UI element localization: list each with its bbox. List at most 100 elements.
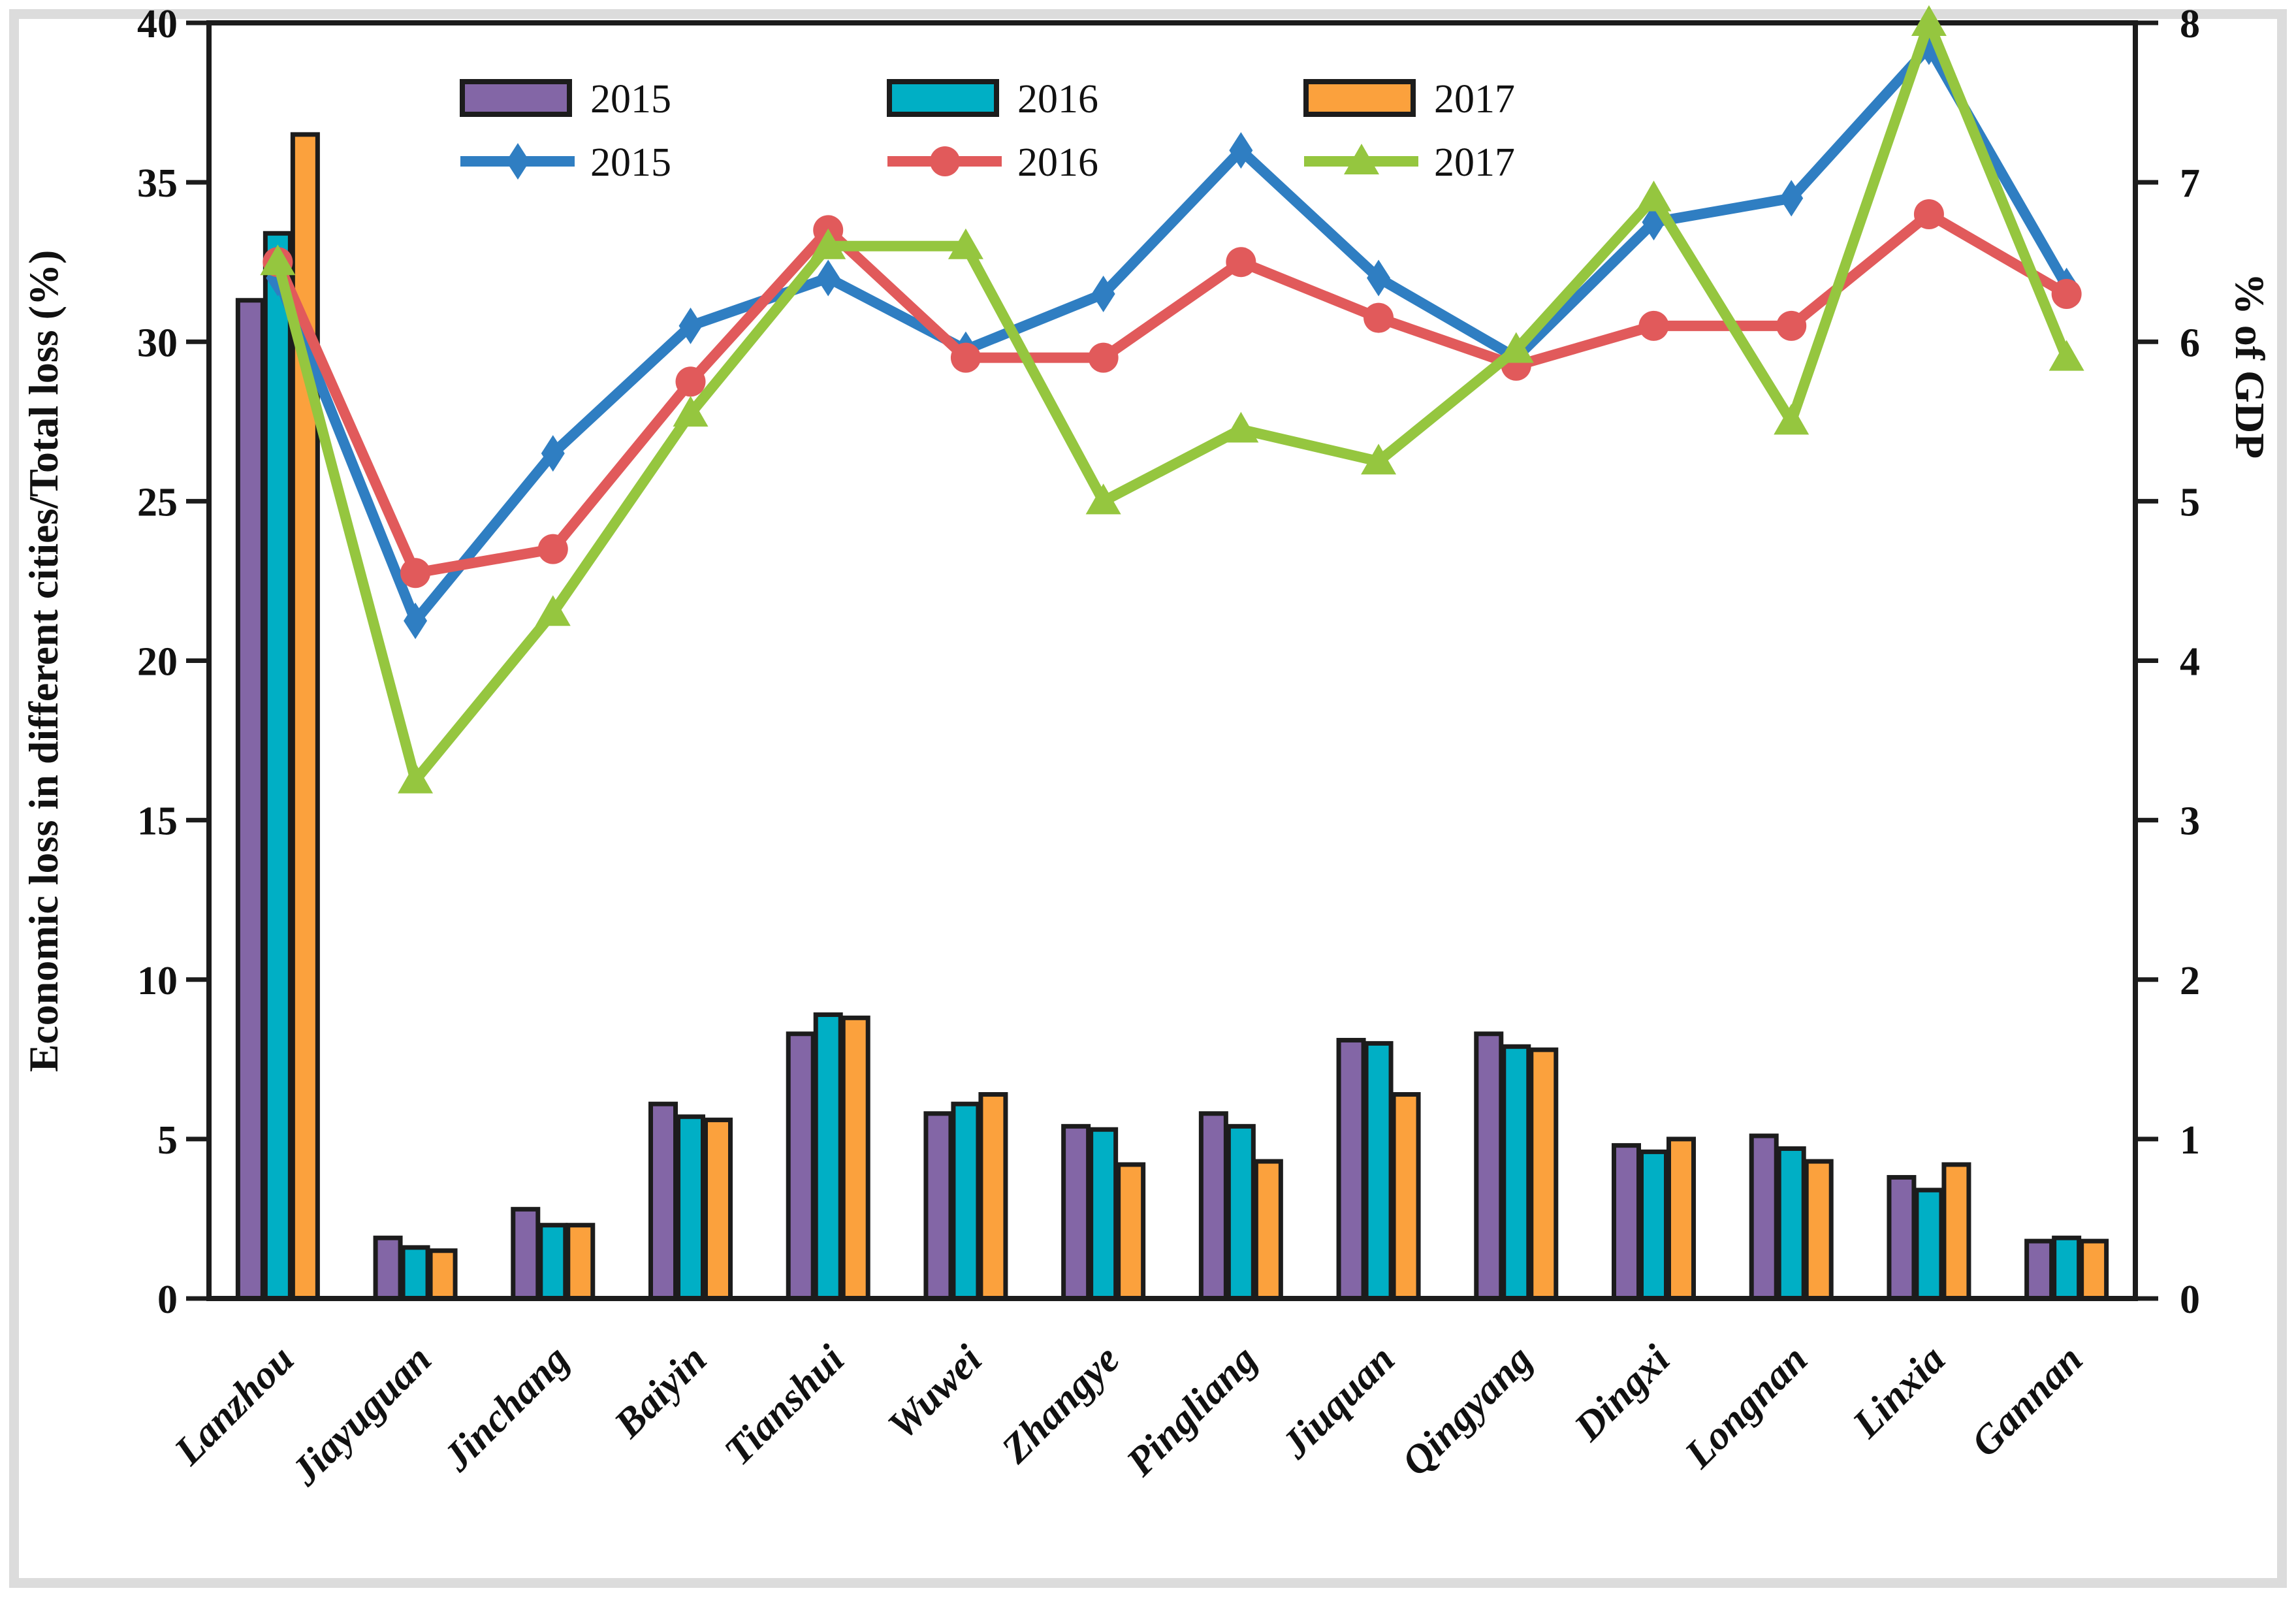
x-axis-label-Pingliang: Pingliang bbox=[1118, 1337, 1266, 1485]
bar-2016-Baiyin bbox=[676, 1114, 705, 1301]
right-axis-tick-label: 4 bbox=[2180, 640, 2200, 685]
left-axis-tick-label: 15 bbox=[137, 799, 178, 844]
bar-2017-Linxia bbox=[1941, 1162, 1971, 1301]
x-axis-label-Tianshui: Tianshui bbox=[716, 1337, 853, 1474]
marker-2015-Zhangye bbox=[1091, 276, 1115, 313]
legend-bar-label-2016: 2016 bbox=[1017, 77, 1098, 121]
marker-2015-Pingliang bbox=[1229, 132, 1253, 169]
left-axis-tick-label: 20 bbox=[137, 640, 178, 685]
marker-2016-Baiyin bbox=[675, 366, 706, 397]
marker-2017-Lanzhou bbox=[260, 244, 296, 276]
marker-2017-Wuwei bbox=[948, 228, 983, 259]
legend-line-marker-2015 bbox=[506, 143, 530, 180]
legend-bar-swatch-2015 bbox=[460, 79, 572, 117]
bar-2016-Qingyang bbox=[1501, 1044, 1531, 1301]
x-axis-label-Longnan: Longnan bbox=[1676, 1337, 1816, 1477]
marker-2016-Wuwei bbox=[950, 342, 981, 373]
line-2017 bbox=[272, 18, 2072, 786]
bar-2015-Qingyang bbox=[1474, 1031, 1504, 1301]
marker-2016-Gannan bbox=[2051, 279, 2082, 310]
bar-2017-Baiyin bbox=[703, 1118, 733, 1301]
right-axis-tick-label: 3 bbox=[2180, 799, 2200, 844]
marker-2017-Pingliang bbox=[1223, 411, 1259, 443]
bar-2016-Dingxi bbox=[1639, 1149, 1668, 1301]
marker-2017-Jiayuguan bbox=[398, 762, 434, 794]
legend-line-label-2016: 2016 bbox=[1017, 140, 1098, 185]
bar-2015-Zhangye bbox=[1061, 1123, 1091, 1301]
left-axis-tick-label: 35 bbox=[137, 161, 178, 206]
bar-2017-Qingyang bbox=[1529, 1047, 1559, 1301]
right-axis-title: % of GDP bbox=[2227, 272, 2273, 459]
bar-2017-Dingxi bbox=[1666, 1137, 1696, 1301]
marker-2017-Gannan bbox=[2049, 340, 2084, 371]
left-axis-tick-label: 40 bbox=[137, 2, 178, 46]
bar-2017-Longnan bbox=[1804, 1159, 1834, 1301]
bar-2015-Gannan bbox=[2024, 1238, 2054, 1301]
marker-2017-Zhangye bbox=[1085, 483, 1121, 515]
left-axis-tick-label: 30 bbox=[137, 321, 178, 365]
right-axis-tick-label: 8 bbox=[2180, 2, 2200, 46]
x-axis-label-Jinchang: Jinchang bbox=[434, 1337, 577, 1480]
bar-2016-Pingliang bbox=[1226, 1123, 1256, 1301]
bar-2017-Pingliang bbox=[1253, 1159, 1283, 1301]
marker-2017-Baiyin bbox=[673, 396, 709, 427]
legend-bar-label-2015: 2015 bbox=[590, 77, 671, 121]
plot-border bbox=[206, 20, 2138, 1301]
marker-2016-Jiuquan bbox=[1363, 302, 1394, 333]
legend-line-marker-2017 bbox=[1344, 144, 1379, 174]
bar-2016-Jiayuguan bbox=[400, 1245, 430, 1301]
marker-2017-Jiuquan bbox=[1361, 444, 1397, 475]
bar-2016-Zhangye bbox=[1089, 1127, 1119, 1301]
x-axis-label-Jiayuguan: Jiayuguan bbox=[283, 1337, 440, 1494]
bar-2016-Wuwei bbox=[951, 1101, 981, 1301]
bar-2016-Gannan bbox=[2052, 1235, 2082, 1301]
marker-2017-Tianshui bbox=[810, 228, 846, 259]
marker-2015-Longnan bbox=[1779, 180, 1804, 217]
bar-2015-Dingxi bbox=[1612, 1143, 1641, 1301]
legend-bar-label-2017: 2017 bbox=[1434, 77, 1515, 121]
left-axis-tick-label: 0 bbox=[157, 1278, 178, 1322]
bar-2015-Lanzhou bbox=[235, 298, 265, 1301]
left-axis-tick-label: 5 bbox=[157, 1118, 178, 1163]
marker-2017-Linxia bbox=[1911, 5, 1947, 36]
legend-bar-swatch-2016 bbox=[887, 79, 999, 117]
bar-2016-Longnan bbox=[1776, 1146, 1806, 1301]
x-axis-label-Wuwei: Wuwei bbox=[880, 1337, 991, 1448]
x-axis-label-Jiuquan: Jiuquan bbox=[1273, 1337, 1403, 1468]
legend-bar-swatch-2017 bbox=[1303, 79, 1416, 117]
legend-line-marker-2016 bbox=[930, 146, 960, 176]
bar-2017-Tianshui bbox=[840, 1015, 870, 1301]
x-axis-label-Qingyang: Qingyang bbox=[1394, 1337, 1541, 1485]
bar-2016-Lanzhou bbox=[263, 231, 293, 1301]
marker-2017-Dingxi bbox=[1636, 180, 1672, 212]
right-axis-tick-label: 7 bbox=[2180, 161, 2200, 206]
bar-2017-Jinchang bbox=[566, 1223, 596, 1301]
legend-line-label-2017: 2017 bbox=[1434, 140, 1515, 185]
bar-2015-Wuwei bbox=[923, 1111, 953, 1301]
marker-2016-Jiayuguan bbox=[400, 558, 431, 589]
left-axis-tick-label: 10 bbox=[137, 959, 178, 1003]
marker-2016-Longnan bbox=[1776, 310, 1807, 341]
marker-2017-Qingyang bbox=[1498, 332, 1534, 363]
bar-2017-Wuwei bbox=[978, 1092, 1008, 1301]
bar-2015-Jinchang bbox=[511, 1206, 541, 1301]
marker-2016-Jinchang bbox=[537, 534, 568, 564]
bar-2016-Jiuquan bbox=[1363, 1040, 1394, 1301]
bar-2015-Pingliang bbox=[1198, 1111, 1228, 1301]
x-axis-label-Dingxi: Dingxi bbox=[1565, 1337, 1678, 1450]
marker-2016-Zhangye bbox=[1088, 342, 1119, 373]
bar-2015-Linxia bbox=[1887, 1174, 1917, 1301]
bar-2017-Gannan bbox=[2079, 1238, 2109, 1301]
x-axis-label-Baiyin: Baiyin bbox=[605, 1337, 715, 1447]
right-axis-tick-label: 0 bbox=[2180, 1278, 2200, 1322]
marker-2016-Dingxi bbox=[1638, 310, 1669, 341]
marker-2015-Jiayuguan bbox=[404, 602, 428, 639]
left-axis-tick-label: 25 bbox=[137, 480, 178, 524]
bar-2015-Longnan bbox=[1749, 1133, 1779, 1301]
right-axis-tick-label: 2 bbox=[2180, 959, 2200, 1003]
bar-2016-Jinchang bbox=[538, 1223, 568, 1301]
x-axis-label-Linxia: Linxia bbox=[1844, 1337, 1954, 1447]
x-axis-label-Gannan: Gannan bbox=[1963, 1337, 2092, 1466]
